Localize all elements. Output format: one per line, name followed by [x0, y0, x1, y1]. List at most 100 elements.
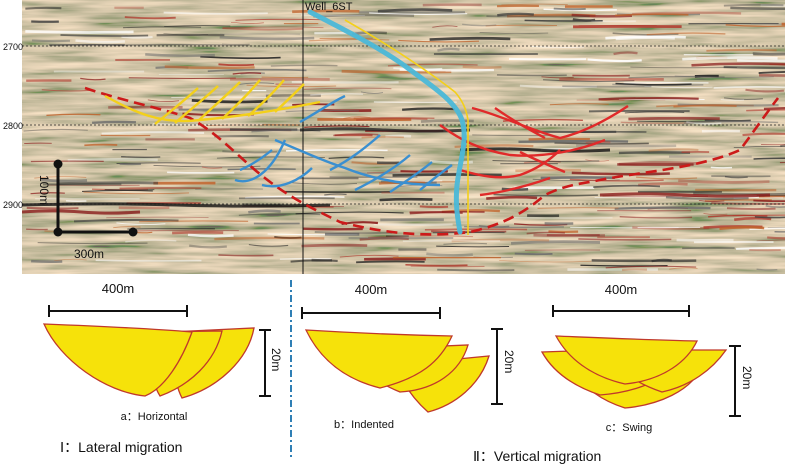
seismic-reflector-stroke	[618, 151, 691, 155]
seismic-reflector-stroke	[285, 109, 359, 113]
seismic-reflector-stroke	[638, 182, 688, 187]
seismic-reflector-stroke	[429, 36, 511, 41]
seismic-reflector-stroke	[736, 246, 785, 250]
seismic-reflector-stroke	[324, 193, 347, 196]
seismic-reflector-stroke	[615, 36, 675, 41]
seismic-strong-reflector	[599, 192, 771, 198]
seismic-strong-reflector	[22, 209, 141, 215]
seismic-reflector-stroke	[40, 178, 88, 183]
seismic-reflector-stroke	[295, 211, 404, 215]
seismic-reflector-stroke	[515, 168, 581, 173]
seismic-reflector-stroke	[600, 99, 625, 102]
seismic-reflector-stroke	[222, 26, 324, 29]
red-trace-5	[494, 107, 546, 140]
seismic-reflector-stroke	[136, 229, 239, 232]
red-trace-6	[519, 150, 566, 174]
seismic-reflector-stroke	[302, 227, 363, 231]
seismic-reflector-stroke	[313, 13, 415, 18]
seismic-reflector-stroke	[745, 88, 784, 93]
seismic-reflector-stroke	[443, 242, 487, 245]
blue-accretion-traces	[234, 94, 453, 193]
seismic-reflector-stroke	[164, 25, 231, 27]
seismic-strong-reflector	[299, 127, 471, 133]
seismic-reflector-stroke	[303, 87, 392, 90]
seismic-reflector-stroke	[779, 161, 785, 164]
seismic-reflector-stroke	[54, 258, 87, 262]
seismic-reflector-stroke	[235, 18, 324, 21]
seismic-reflector-stroke	[756, 239, 785, 242]
seismic-reflector-stroke	[524, 19, 603, 22]
seismic-reflector-stroke	[543, 8, 617, 12]
seismic-reflector-stroke	[531, 46, 585, 48]
seismic-reflector-stroke	[84, 143, 118, 147]
blue-trace-4	[274, 138, 441, 187]
seismic-reflector-stroke	[292, 182, 358, 185]
model-c-height-ticks	[729, 345, 741, 417]
yellow-trace-1	[154, 87, 199, 125]
seismic-reflector-stroke	[542, 79, 635, 83]
model-b-width-ticks	[301, 307, 441, 319]
seismic-reflector-stroke	[549, 103, 609, 106]
seismic-reflector-stroke	[451, 238, 550, 243]
blue-trace-5	[299, 94, 346, 124]
red-dashed-base-outline	[84, 86, 780, 236]
well-label: Well_6ST	[305, 1, 353, 13]
seismic-reflector-stroke	[703, 213, 728, 215]
seismic-reflector-stroke	[343, 116, 371, 119]
seismic-reflector-stroke	[644, 86, 713, 89]
seismic-reflector-stroke	[245, 195, 345, 199]
model-b-indented: 400m 20m b：Indented	[301, 282, 516, 431]
seismic-reflector-stroke	[691, 62, 785, 67]
model-a-lobe-1	[42, 323, 193, 397]
depth-tick-2800: 2800	[3, 121, 23, 131]
seismic-reflector-stroke	[106, 216, 209, 219]
seismic-reflector-stroke	[248, 209, 281, 214]
seismic-reflector-stroke	[218, 254, 274, 257]
model-c-swing: 400m 20m c：Swing	[540, 282, 754, 434]
seismic-reflector-stroke	[621, 268, 648, 272]
seismic-reflector-stroke	[767, 226, 785, 229]
seismic-reflector-stroke	[682, 56, 778, 61]
seismic-reflector-stroke	[719, 226, 765, 230]
seismic-reflector-stroke	[356, 117, 428, 121]
seismic-reflector-stroke	[432, 25, 458, 28]
seismic-reflector-stroke	[598, 97, 699, 101]
seismic-reflector-stroke	[674, 75, 774, 78]
seismic-reflector-stroke	[82, 189, 153, 193]
seismic-reflector-stroke	[673, 104, 737, 108]
seismic-reflector-stroke	[232, 72, 262, 75]
seismic-reflector-stroke	[763, 106, 785, 111]
seismic-reflector-stroke	[128, 77, 236, 79]
seismic-reflector-stroke	[711, 202, 785, 205]
seismic-reflector-stroke	[227, 168, 296, 171]
seismic-reflector-stroke	[422, 3, 482, 7]
seismic-reflector-stroke	[191, 99, 268, 104]
red-trace-4	[479, 176, 551, 197]
seismic-reflector-stroke	[437, 268, 515, 272]
seismic-reflector-stroke	[723, 3, 784, 7]
seismic-reflector-stroke	[733, 216, 772, 221]
model-b-height-ticks	[491, 328, 503, 405]
seismic-reflector-stroke	[613, 51, 638, 56]
seismic-reflector-stroke	[636, 176, 698, 180]
seismic-reflector-stroke	[172, 230, 224, 235]
seismic-reflector-stroke	[314, 231, 393, 235]
seismic-reflector-stroke	[125, 239, 177, 243]
seismic-reflector-stroke	[730, 6, 785, 11]
seismic-reflector-stroke	[760, 3, 785, 7]
seismic-reflector-stroke	[496, 74, 567, 77]
seismic-reflector-stroke	[83, 191, 189, 195]
seismic-reflector-stroke	[669, 267, 698, 270]
seismic-reflector-stroke	[368, 235, 474, 238]
seismic-reflector-stroke	[765, 204, 785, 209]
seismic-reflector-stroke	[80, 77, 106, 81]
model-a-width-ticks	[48, 305, 188, 317]
seismic-reflector-stroke	[683, 121, 779, 124]
seismic-reflector-stroke	[23, 128, 88, 132]
model-c-name: c：Swing	[606, 422, 652, 434]
seismic-reflector-stroke	[628, 116, 720, 121]
seismic-reflector-stroke	[41, 89, 90, 92]
seismic-reflector-stroke	[356, 260, 425, 264]
seismic-reflector-stroke	[767, 236, 785, 240]
